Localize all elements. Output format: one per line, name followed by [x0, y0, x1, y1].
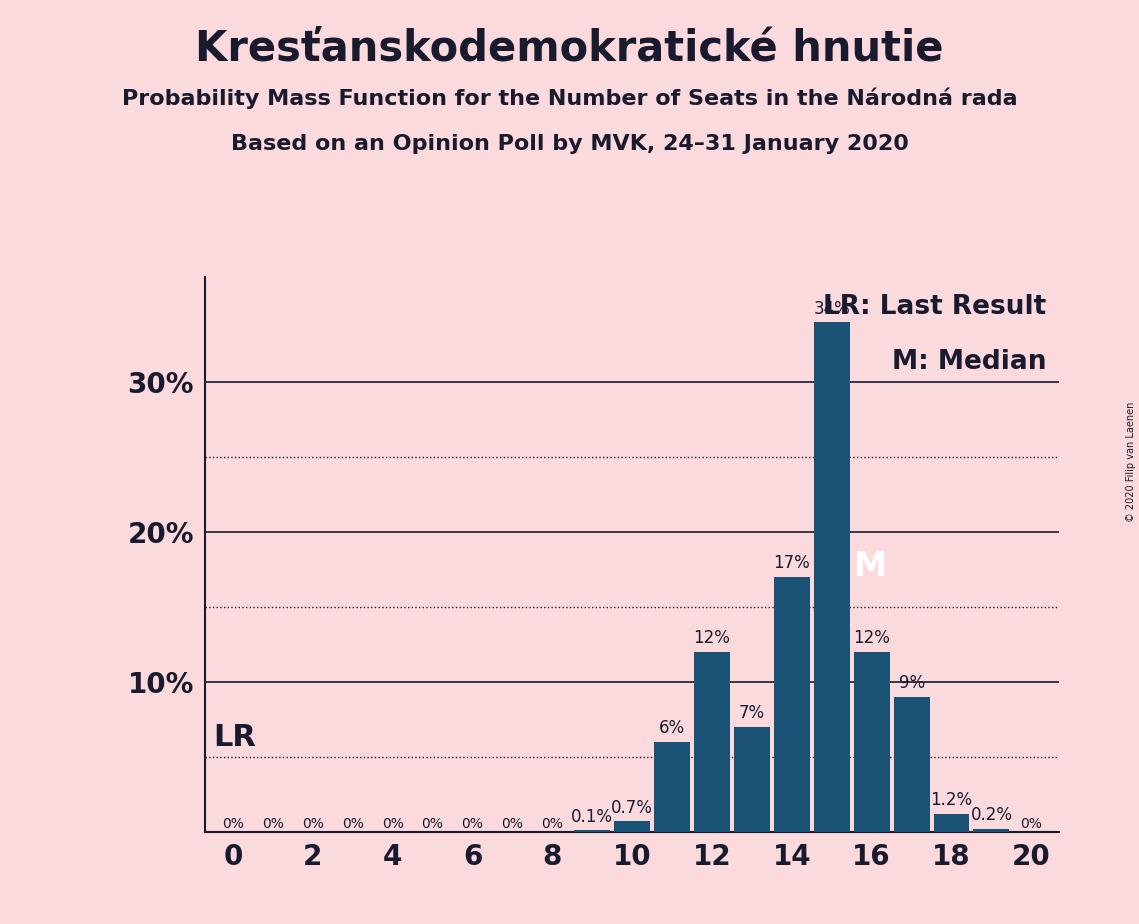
Text: 0%: 0%: [501, 817, 523, 831]
Bar: [694, 651, 730, 832]
Text: 9%: 9%: [899, 675, 925, 692]
Text: Probability Mass Function for the Number of Seats in the Národná rada: Probability Mass Function for the Number…: [122, 88, 1017, 109]
Text: © 2020 Filip van Laenen: © 2020 Filip van Laenen: [1125, 402, 1136, 522]
Text: 0%: 0%: [1021, 817, 1042, 831]
Bar: [854, 651, 890, 832]
Text: 0%: 0%: [262, 817, 284, 831]
Text: 0.2%: 0.2%: [970, 806, 1013, 824]
Text: Based on an Opinion Poll by MVK, 24–31 January 2020: Based on an Opinion Poll by MVK, 24–31 J…: [230, 134, 909, 154]
Bar: [813, 322, 850, 832]
Bar: [934, 814, 969, 832]
Text: Kresťanskodemokratické hnutie: Kresťanskodemokratické hnutie: [195, 28, 944, 69]
Bar: [614, 821, 650, 832]
Text: 12%: 12%: [853, 629, 890, 648]
Text: LR: Last Result: LR: Last Result: [823, 294, 1047, 320]
Bar: [654, 742, 690, 832]
Text: M: M: [854, 550, 887, 583]
Text: 0%: 0%: [461, 817, 483, 831]
Text: 0%: 0%: [382, 817, 403, 831]
Bar: [773, 577, 810, 832]
Text: M: Median: M: Median: [892, 349, 1047, 375]
Text: 0.1%: 0.1%: [572, 808, 613, 826]
Bar: [574, 830, 611, 832]
Text: 0%: 0%: [421, 817, 443, 831]
Text: 12%: 12%: [694, 629, 730, 648]
Text: 17%: 17%: [773, 554, 810, 572]
Bar: [974, 829, 1009, 832]
Text: 34%: 34%: [813, 299, 850, 318]
Text: 0%: 0%: [541, 817, 564, 831]
Bar: [894, 697, 929, 832]
Text: 0%: 0%: [302, 817, 323, 831]
Text: 0%: 0%: [222, 817, 244, 831]
Text: 7%: 7%: [739, 704, 765, 723]
Text: LR: LR: [213, 723, 256, 752]
Text: 0%: 0%: [342, 817, 363, 831]
Text: 6%: 6%: [659, 719, 686, 737]
Text: 0.7%: 0.7%: [612, 798, 653, 817]
Bar: [734, 726, 770, 832]
Text: 1.2%: 1.2%: [931, 791, 973, 809]
